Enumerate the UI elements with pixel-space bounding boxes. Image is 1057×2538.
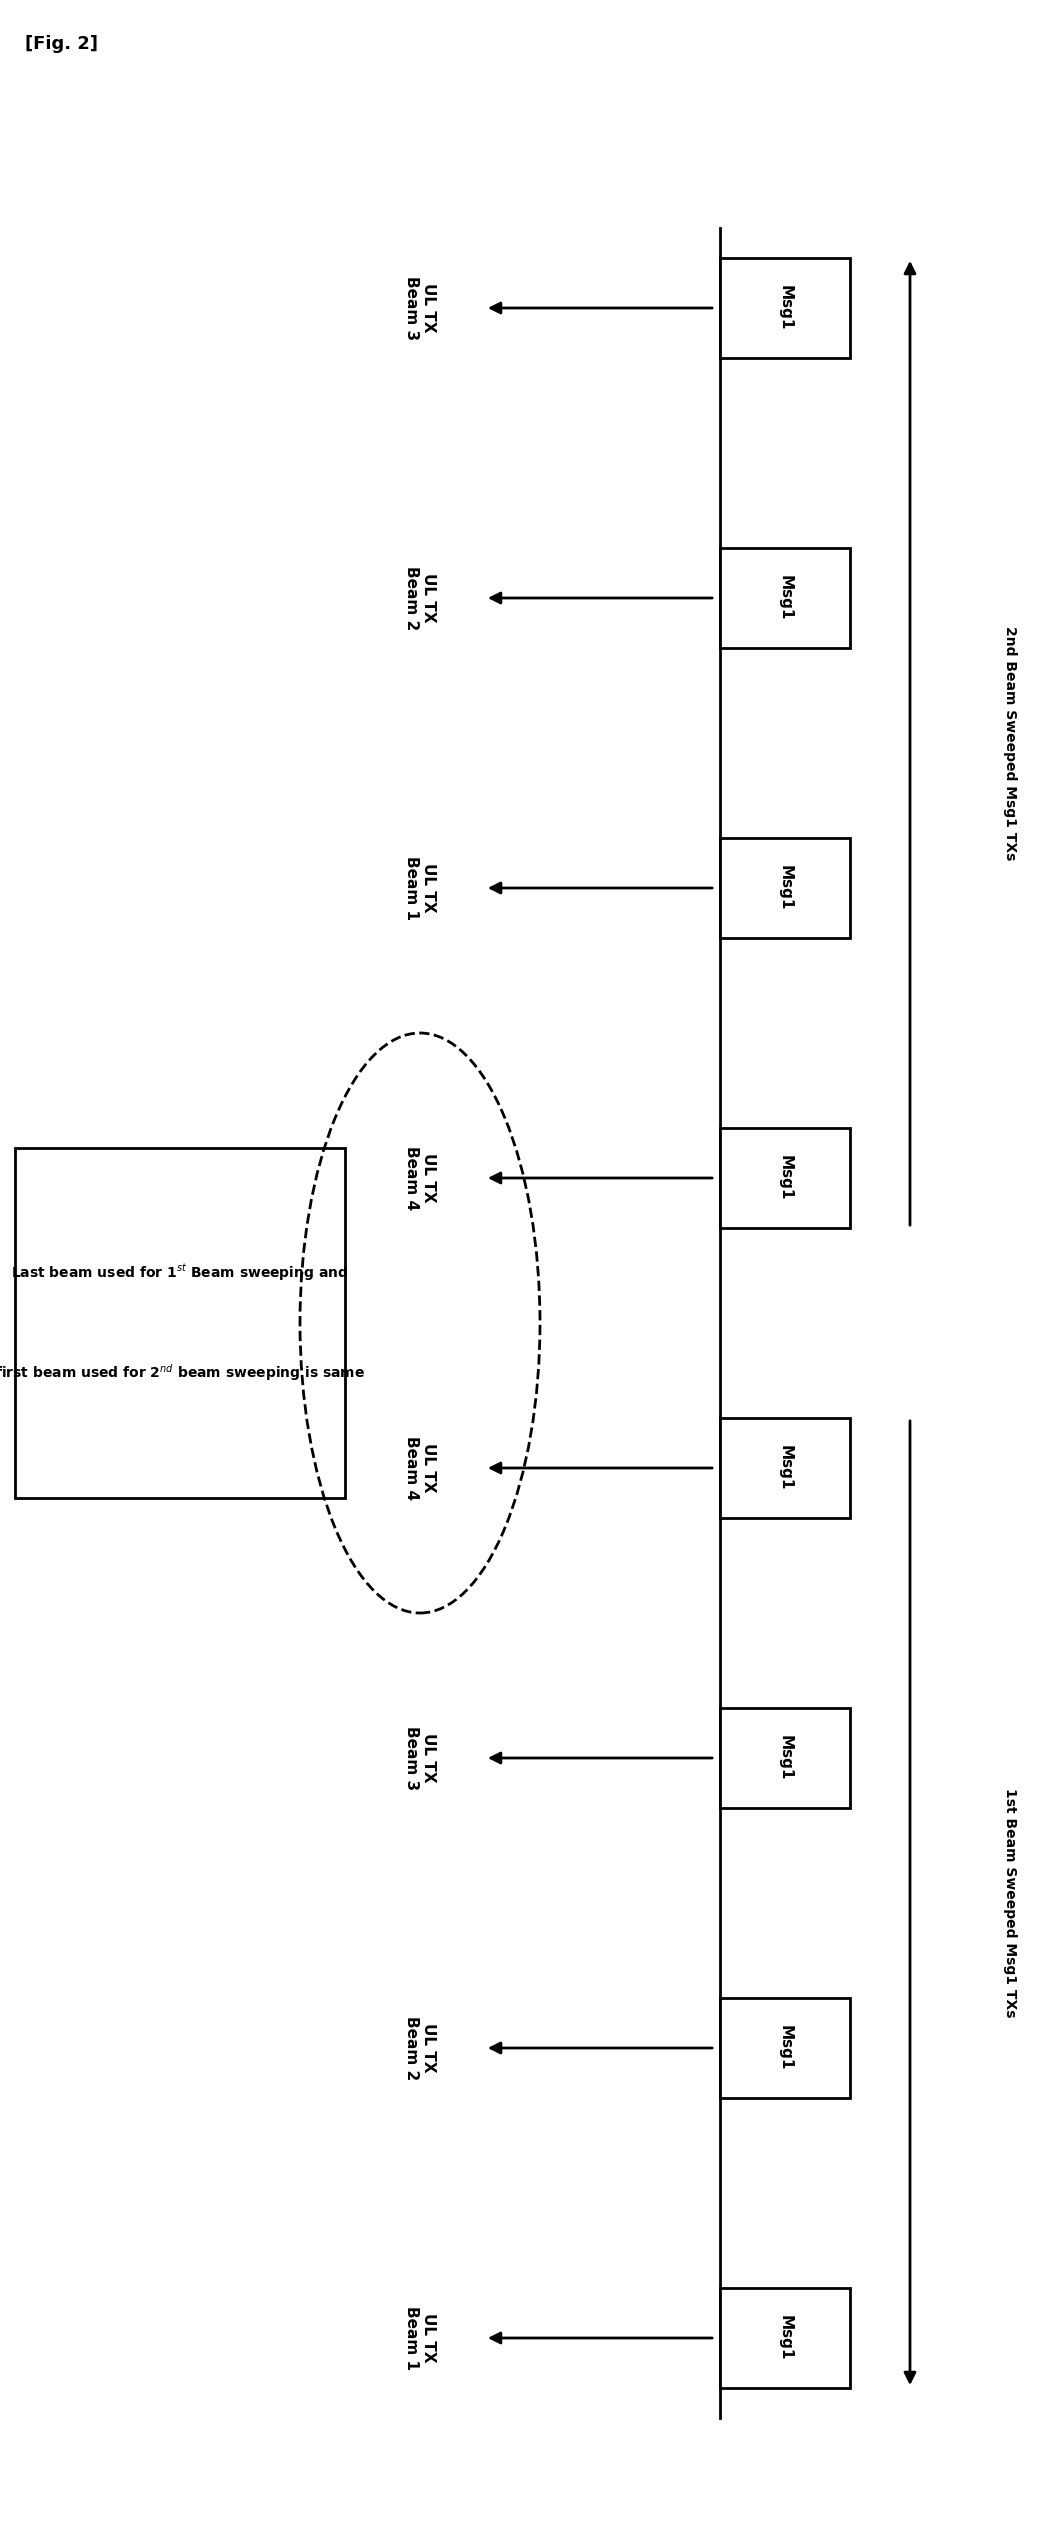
Text: first beam used for 2$^{nd}$ beam sweeping is same: first beam used for 2$^{nd}$ beam sweepi… — [0, 1363, 365, 1383]
Bar — [720, 838, 850, 939]
Text: 2nd Beam Sweeped Msg1 TXs: 2nd Beam Sweeped Msg1 TXs — [1003, 627, 1017, 860]
Text: Last beam used for 1$^{st}$ Beam sweeping and: Last beam used for 1$^{st}$ Beam sweepin… — [12, 1264, 349, 1284]
Text: Msg1: Msg1 — [778, 2025, 793, 2071]
Text: Msg1: Msg1 — [778, 576, 793, 622]
Bar — [720, 1997, 850, 2099]
Text: Msg1: Msg1 — [778, 1736, 793, 1782]
Text: UL TX
Beam 1: UL TX Beam 1 — [404, 855, 437, 919]
Bar — [15, 1147, 345, 1497]
Bar — [720, 2287, 850, 2388]
Bar — [720, 1708, 850, 1807]
Text: UL TX
Beam 4: UL TX Beam 4 — [404, 1147, 437, 1211]
Text: Msg1: Msg1 — [778, 865, 793, 911]
Bar — [720, 1127, 850, 1228]
Text: 1st Beam Sweeped Msg1 TXs: 1st Beam Sweeped Msg1 TXs — [1003, 1789, 1017, 2018]
Text: UL TX
Beam 1: UL TX Beam 1 — [404, 2307, 437, 2370]
Text: UL TX
Beam 3: UL TX Beam 3 — [404, 277, 437, 340]
Text: [Fig. 2]: [Fig. 2] — [25, 36, 98, 53]
Text: Msg1: Msg1 — [778, 2315, 793, 2360]
Text: UL TX
Beam 3: UL TX Beam 3 — [404, 1726, 437, 1789]
Text: UL TX
Beam 2: UL TX Beam 2 — [404, 2015, 437, 2081]
Bar — [720, 548, 850, 647]
Text: Msg1: Msg1 — [778, 1155, 793, 1200]
Text: Msg1: Msg1 — [778, 284, 793, 330]
Text: Msg1: Msg1 — [778, 1444, 793, 1490]
Bar — [720, 1419, 850, 1518]
Text: UL TX
Beam 4: UL TX Beam 4 — [404, 1437, 437, 1500]
Bar — [720, 259, 850, 358]
Text: UL TX
Beam 2: UL TX Beam 2 — [404, 566, 437, 629]
